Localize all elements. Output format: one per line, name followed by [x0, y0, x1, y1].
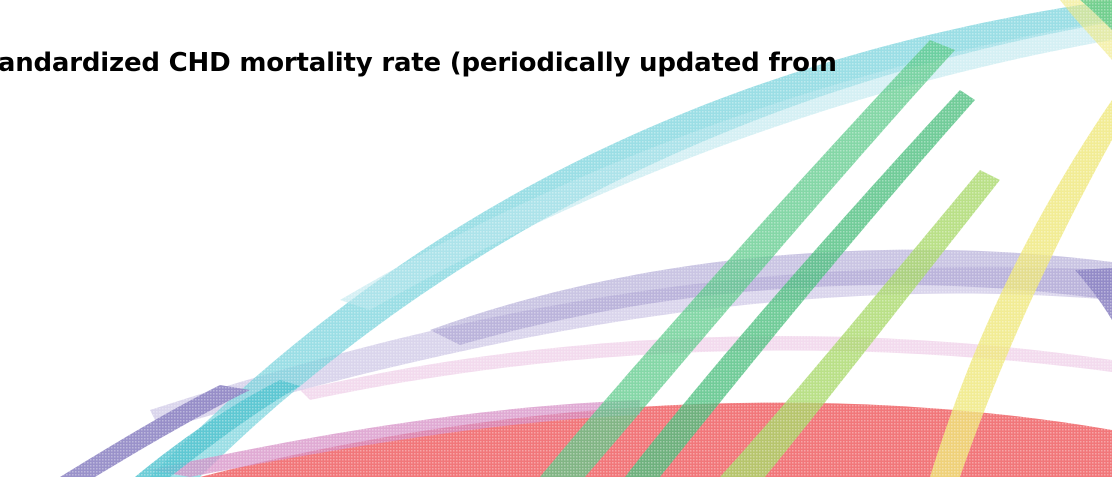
slide-title: Age-standardized CHD mortality rate (per…: [0, 48, 837, 78]
